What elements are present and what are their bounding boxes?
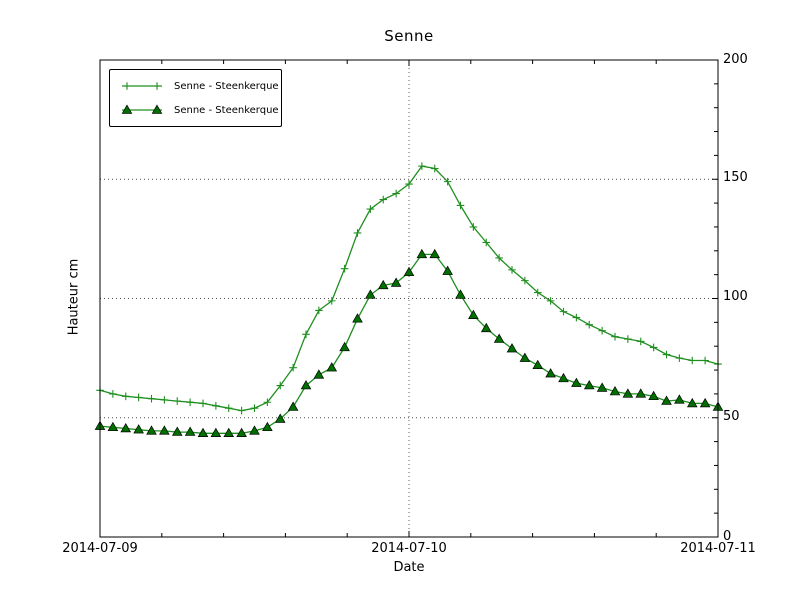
legend-triangle-line-icon <box>121 104 163 114</box>
legend-plus-line-icon <box>122 82 162 90</box>
x-tick-label-2014-07-09: 2014-07-09 <box>62 541 138 556</box>
legend-entry-triangle-series: Senne - Steenkerque <box>120 104 279 116</box>
x-tick-label-2014-07-11: 2014-07-11 <box>680 541 756 556</box>
y-tick-label-100: 100 <box>723 289 748 304</box>
y-axis-label: Hauteur cm <box>66 258 82 336</box>
legend: Senne - Steenkerque Senne - Steenkerque <box>109 69 282 127</box>
y-tick-label-200: 200 <box>723 52 748 67</box>
series-0-plus <box>96 162 722 415</box>
legend-entry-plus-series: Senne - Steenkerque <box>120 80 279 92</box>
gridlines <box>100 60 718 537</box>
series-1-triangle <box>94 248 724 438</box>
chart-title: Senne <box>384 27 434 45</box>
x-axis-label: Date <box>393 560 425 575</box>
y-tick-label-50: 50 <box>723 409 740 424</box>
y-tick-label-150: 150 <box>723 170 748 185</box>
x-tick-label-2014-07-10: 2014-07-10 <box>371 541 447 556</box>
y-tick-label-0: 0 <box>723 529 732 544</box>
legend-label: Senne - Steenkerque <box>174 104 279 116</box>
axes-spines <box>99 59 719 538</box>
legend-label: Senne - Steenkerque <box>174 80 279 92</box>
